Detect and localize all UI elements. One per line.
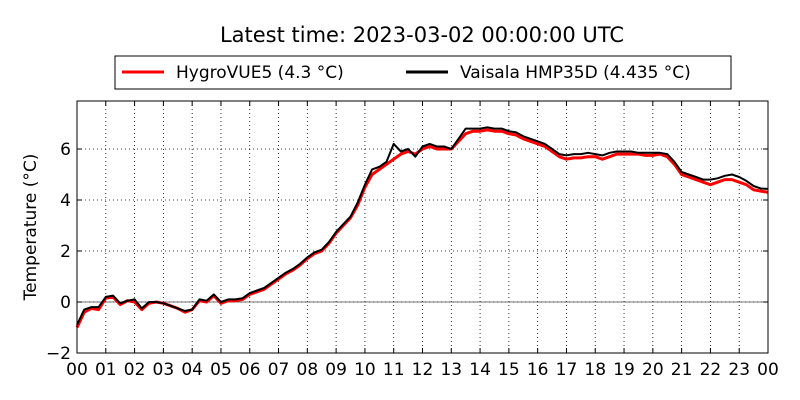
x-tick-label: 00 — [66, 360, 88, 380]
y-axis-label: Temperature (°C) — [21, 154, 41, 302]
x-tick-label: 07 — [268, 360, 290, 380]
x-tick-label: 20 — [642, 360, 664, 380]
x-tick-labels: 00 01 02 03 04 05 06 07 08 09 10 11 12 13 14 15 16 17 18 19… — [66, 360, 779, 380]
x-tick-label: 01 — [95, 360, 117, 380]
x-tick-label: 12 — [412, 360, 434, 380]
x-tick-label: 22 — [700, 360, 722, 380]
x-tick-label: 21 — [671, 360, 693, 380]
y-tick-label: 6 — [60, 140, 71, 160]
legend-label: Vaisala HMP35D (4.435 °C) — [460, 63, 691, 83]
x-tick-label: 18 — [584, 360, 606, 380]
y-tick-label: 4 — [60, 191, 71, 211]
x-tick-label: 08 — [297, 360, 319, 380]
x-tick-label: 17 — [556, 360, 578, 380]
x-tick-label: 04 — [181, 360, 203, 380]
vaisala-hmp35d-line — [76, 126, 769, 326]
y-tick-labels: −2 0 2 4 6 — [46, 140, 71, 364]
x-tick-label: 10 — [354, 360, 376, 380]
tick-marks — [76, 101, 769, 354]
x-tick-label: 06 — [239, 360, 261, 380]
x-tick-label: 00 — [757, 360, 779, 380]
x-tick-label: 15 — [498, 360, 520, 380]
plot-frame — [76, 100, 769, 354]
legend-label: HygroVUE5 (4.3 °C) — [176, 63, 344, 83]
grid — [77, 101, 768, 353]
x-tick-label: 03 — [153, 360, 175, 380]
x-tick-label: 09 — [325, 360, 347, 380]
x-tick-label: 11 — [383, 360, 405, 380]
series-lines — [75, 126, 769, 329]
y-tick-label: −2 — [46, 344, 71, 364]
y-tick-label: 2 — [60, 242, 71, 262]
x-tick-label: 14 — [469, 360, 491, 380]
x-tick-label: 13 — [440, 360, 462, 380]
x-tick-label: 19 — [613, 360, 635, 380]
x-tick-label: 05 — [210, 360, 232, 380]
chart-title: Latest time: 2023-03-02 00:00:00 UTC — [220, 23, 624, 47]
legend: HygroVUE5 (4.3 °C) Vaisala HMP35D (4.435 … — [114, 55, 732, 90]
y-tick-label: 0 — [60, 293, 71, 313]
x-tick-label: 23 — [728, 360, 750, 380]
x-tick-label: 16 — [527, 360, 549, 380]
x-tick-label: 02 — [124, 360, 146, 380]
